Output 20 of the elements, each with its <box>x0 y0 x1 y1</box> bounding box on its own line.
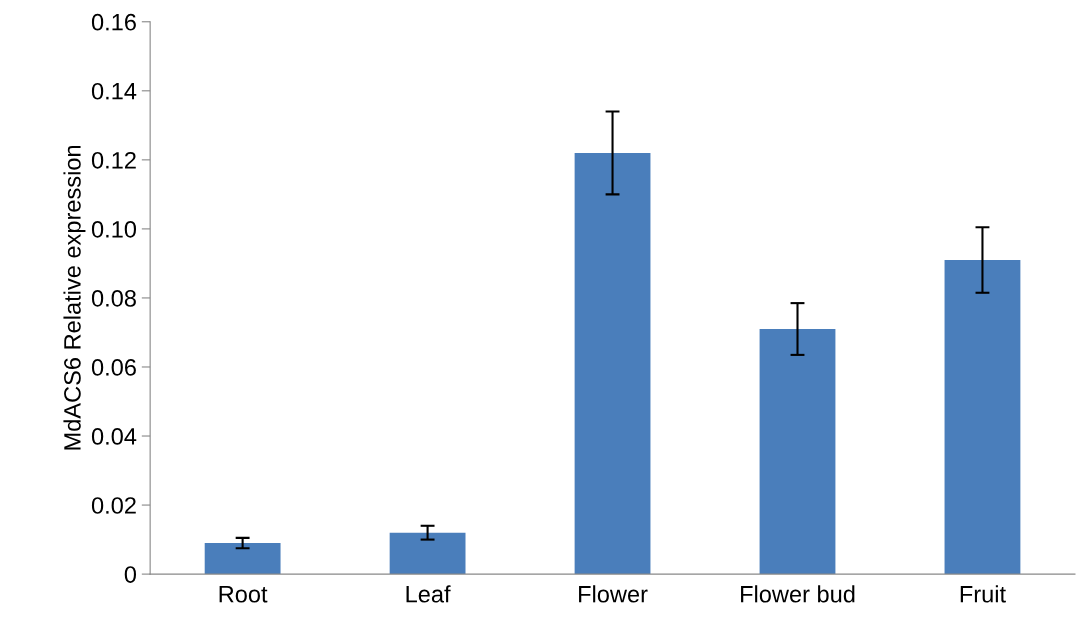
y-tick-label: 0.12 <box>91 151 136 169</box>
y-tick-label: 0.08 <box>91 290 136 307</box>
x-tick-label: Flower bud <box>741 585 855 603</box>
x-tick-label: Leaf <box>406 585 451 603</box>
x-tick-label: Root <box>219 586 268 603</box>
x-tick-label: Fruit <box>960 585 1006 603</box>
bar <box>389 532 466 575</box>
y-tick-label: 0.16 <box>91 13 136 31</box>
bar <box>574 152 651 575</box>
y-tick-label: 0 <box>124 566 137 583</box>
bar <box>204 543 281 575</box>
bar <box>944 259 1021 575</box>
y-tick-label: 0.04 <box>91 428 137 445</box>
y-tick-label: 0.14 <box>91 82 137 100</box>
x-tick-label: Flower <box>579 585 648 603</box>
y-tick-label: 0.02 <box>91 497 136 514</box>
bar <box>759 329 836 575</box>
y-tick-label: 0.10 <box>91 220 137 238</box>
y-axis-title: MdACS6 Relative expression <box>63 145 86 450</box>
y-tick-label: 0.06 <box>91 359 136 376</box>
